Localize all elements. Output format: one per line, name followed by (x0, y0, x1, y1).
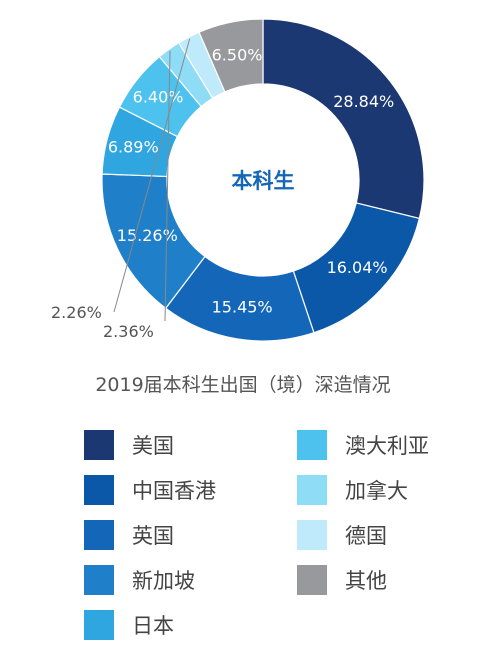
legend-label: 日本 (132, 614, 174, 638)
legend-label: 加拿大 (345, 479, 408, 503)
slice-label-7: 2.26% (51, 303, 102, 322)
legend-item-japan: 日本 (84, 610, 174, 640)
legend-item-hong-kong: 中国香港 (84, 475, 216, 505)
legend-swatch (297, 565, 327, 595)
slice-0 (262, 18, 425, 220)
legend-label: 澳大利亚 (345, 434, 429, 458)
legend-swatch (84, 430, 114, 460)
chart-title: 2019届本科生出国（境）深造情况 (95, 374, 391, 396)
slice-label-1: 16.04% (327, 258, 388, 277)
legend-label: 其他 (345, 569, 387, 593)
legend-label: 中国香港 (132, 479, 216, 503)
legend-item-germany: 德国 (297, 520, 387, 550)
slice-label-5: 6.40% (133, 88, 184, 107)
legend-label: 德国 (345, 524, 387, 548)
legend-swatch (84, 475, 114, 505)
slice-label-3: 15.26% (117, 226, 178, 245)
legend-item-other: 其他 (297, 565, 387, 595)
slice-label-0: 28.84% (333, 92, 394, 111)
legend-label: 新加坡 (132, 569, 195, 593)
legend-swatch (84, 520, 114, 550)
legend-swatch (84, 565, 114, 595)
slice-label-6: 2.36% (103, 322, 154, 341)
leader-line-6 (164, 51, 171, 322)
center-label: 本科生 (232, 169, 295, 193)
donut-chart: 28.84% 16.04% 15.45% 15.26% 6.89% 6.40% 6.50% 2… (51, 18, 425, 342)
legend-item-australia: 澳大利亚 (297, 430, 429, 460)
slice-8 (198, 18, 264, 93)
leader-line-7 (113, 38, 191, 313)
legend-swatch (84, 610, 114, 640)
legend-swatch (297, 475, 327, 505)
slice-label-2: 15.45% (212, 297, 273, 316)
legend-item-canada: 加拿大 (297, 475, 408, 505)
legend-item-usa: 美国 (84, 430, 174, 460)
legend-item-singapore: 新加坡 (84, 565, 195, 595)
legend-label: 英国 (132, 524, 174, 548)
legend-item-uk: 英国 (84, 520, 174, 550)
legend-label: 美国 (132, 434, 174, 458)
slice-label-4: 6.89% (108, 137, 159, 156)
legend-swatch (297, 430, 327, 460)
legend-swatch (297, 520, 327, 550)
slice-label-8: 6.50% (212, 46, 263, 65)
